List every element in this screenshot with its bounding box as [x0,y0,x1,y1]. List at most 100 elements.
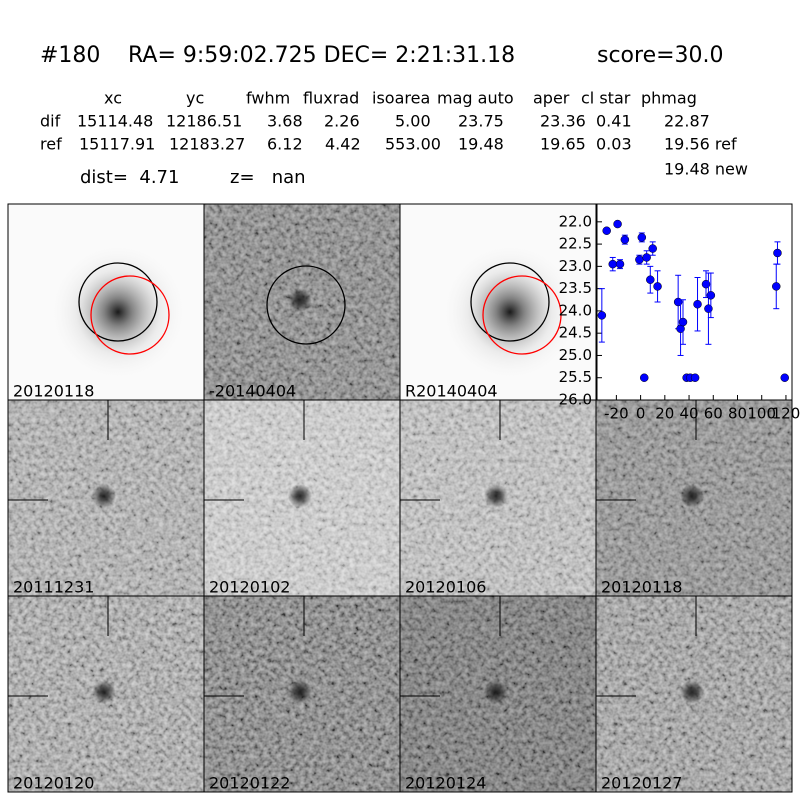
table-cell: 2.26 [324,112,360,131]
data-point [615,259,625,269]
stamp: 20120118 [7,203,205,401]
data-point [646,275,655,284]
table-cell: 5.00 [395,112,431,131]
data-point [653,282,662,291]
y-tick-label: 25.0 [559,346,592,364]
data-point [639,373,649,382]
column-header: fwhm [246,89,290,108]
redshift: z= nan [230,167,306,188]
table-cell: 19.48 [458,135,504,154]
data-point [780,373,789,382]
source [484,680,508,704]
y-tick-label: 23.5 [559,279,592,297]
source [680,484,704,508]
table-cell: ref [40,135,62,154]
title-part: RA= 9:59:02.725 DEC= 2:21:31.18 [128,43,515,68]
y-tick-label: 25.5 [559,368,592,386]
table-cell: 0.03 [596,135,632,154]
stamp: -20140404 [203,203,401,401]
aperture [470,262,550,342]
data-point [602,226,611,235]
data-point [597,311,607,320]
data-point [648,244,657,253]
column-header: xc [104,89,122,108]
table-cell: 3.68 [267,112,303,131]
x-tick-label: -20 [604,405,629,423]
data-point [637,233,647,242]
data-point [706,291,716,300]
table-cell: 12183.27 [169,135,245,154]
table-cell: 19.56 ref [664,135,737,154]
y-tick-label: 23.0 [559,257,592,275]
stamp-label: 20120127 [601,774,682,793]
stamp: 20120118 [595,399,793,597]
column-header: yc [186,89,204,108]
x-tick-label: 60 [704,405,723,423]
x-tick-label: 20 [655,405,674,423]
table-note: 19.48 new [664,160,748,179]
stamp-label: -20140404 [209,382,296,401]
stamp-label: R20140404 [405,382,498,401]
aperture [78,262,158,342]
stamp-label: 20120106 [405,578,486,597]
light-curve: 22.0 22.5 23.0 23.5 24.0 24.5 25.0 25.5 26.0 -20 0… [559,203,800,423]
stamp: 20120122 [203,595,401,793]
aperture [266,265,346,345]
title-part: score=30.0 [597,43,724,68]
data-point [608,259,617,269]
source [484,484,508,508]
source [680,680,704,704]
source [92,484,116,508]
x-tick-label: 0 [636,405,646,423]
stamp-grid: 20120118 -20140404 R20140404 20111231 201201… [7,203,793,793]
y-tick-label: 22.5 [559,235,592,253]
table-cell: 23.36 [540,112,586,131]
table-cell: 6.12 [267,135,303,154]
y-tick-label: 24.5 [559,324,592,342]
aperture [90,275,170,355]
stamp-frame [595,595,793,793]
stamp: 20120127 [595,595,793,793]
stamp: 20120106 [399,399,597,597]
source [92,680,116,704]
table-cell: 19.65 [540,135,586,154]
table-cell: 15117.91 [79,135,155,154]
table-cell: 0.41 [596,112,632,131]
stamp-label: 20120118 [13,382,94,401]
stamp-label: 20111231 [13,578,94,597]
data-point [690,373,700,382]
column-header: mag auto [437,89,514,108]
x-tick-label: 80 [728,405,747,423]
data-point [772,282,781,291]
column-header: fluxrad [303,89,359,108]
source [288,484,312,508]
stamp-label: 20120120 [13,774,94,793]
title-part: #180 [40,43,100,68]
data-point [773,248,782,258]
dist: dist= 4.71 [80,167,179,188]
stamp-label: 20120122 [209,774,290,793]
table-cell: 15114.48 [77,112,153,131]
source [288,288,312,312]
y-tick-label: 26.0 [559,391,592,409]
data-point [678,317,688,327]
x-tick-label: 120 [772,405,800,423]
x-tick-label: 40 [680,405,699,423]
data-point [613,219,622,229]
table-cell: dif [40,112,61,131]
table-cell: 23.75 [458,112,504,131]
source [288,680,312,704]
table-cell: 553.00 [385,135,441,154]
stamp: 20120102 [203,399,401,597]
table-cell: 4.42 [325,135,361,154]
data-point [642,253,651,262]
column-header: isoarea [372,89,430,108]
table-cell: 22.87 [664,112,710,131]
column-header: phmag [641,89,697,108]
table-cell: 12186.51 [166,112,242,131]
x-tick-label: 100 [747,405,776,423]
y-tick-label: 22.0 [559,212,592,230]
stamp: 20120120 [7,595,205,793]
column-header: aper [533,89,570,108]
